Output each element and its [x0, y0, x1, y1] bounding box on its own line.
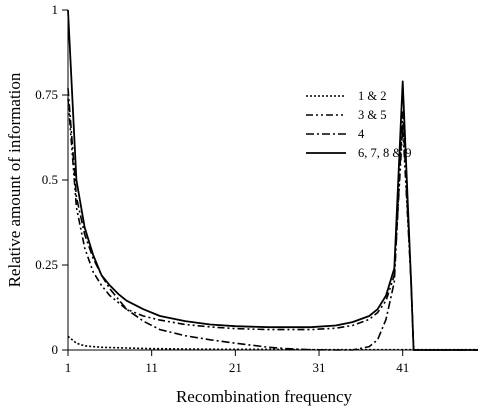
y-tick-label: 0 — [52, 342, 59, 357]
legend-label: 6, 7, 8 & 9 — [358, 146, 411, 160]
y-tick-label: 1 — [52, 2, 59, 17]
y-tick-label: 0.5 — [42, 172, 58, 187]
series-line — [67, 9, 478, 351]
x-tick-label: 11 — [145, 360, 158, 375]
x-tick-label: 41 — [396, 360, 409, 375]
y-tick-label: 0.75 — [35, 87, 58, 102]
legend-label: 1 & 2 — [358, 89, 386, 103]
y-axis-title: Relative amount of information — [5, 72, 24, 287]
legend-label: 4 — [358, 127, 365, 141]
series-line — [67, 98, 478, 351]
y-tick-label: 0.25 — [35, 257, 58, 272]
x-tick-label: 31 — [313, 360, 326, 375]
x-tick-label: 1 — [65, 360, 72, 375]
legend-label: 3 & 5 — [358, 108, 386, 122]
x-axis-title: Recombination frequency — [176, 387, 353, 406]
series-line — [67, 335, 478, 351]
x-tick-label: 21 — [229, 360, 242, 375]
